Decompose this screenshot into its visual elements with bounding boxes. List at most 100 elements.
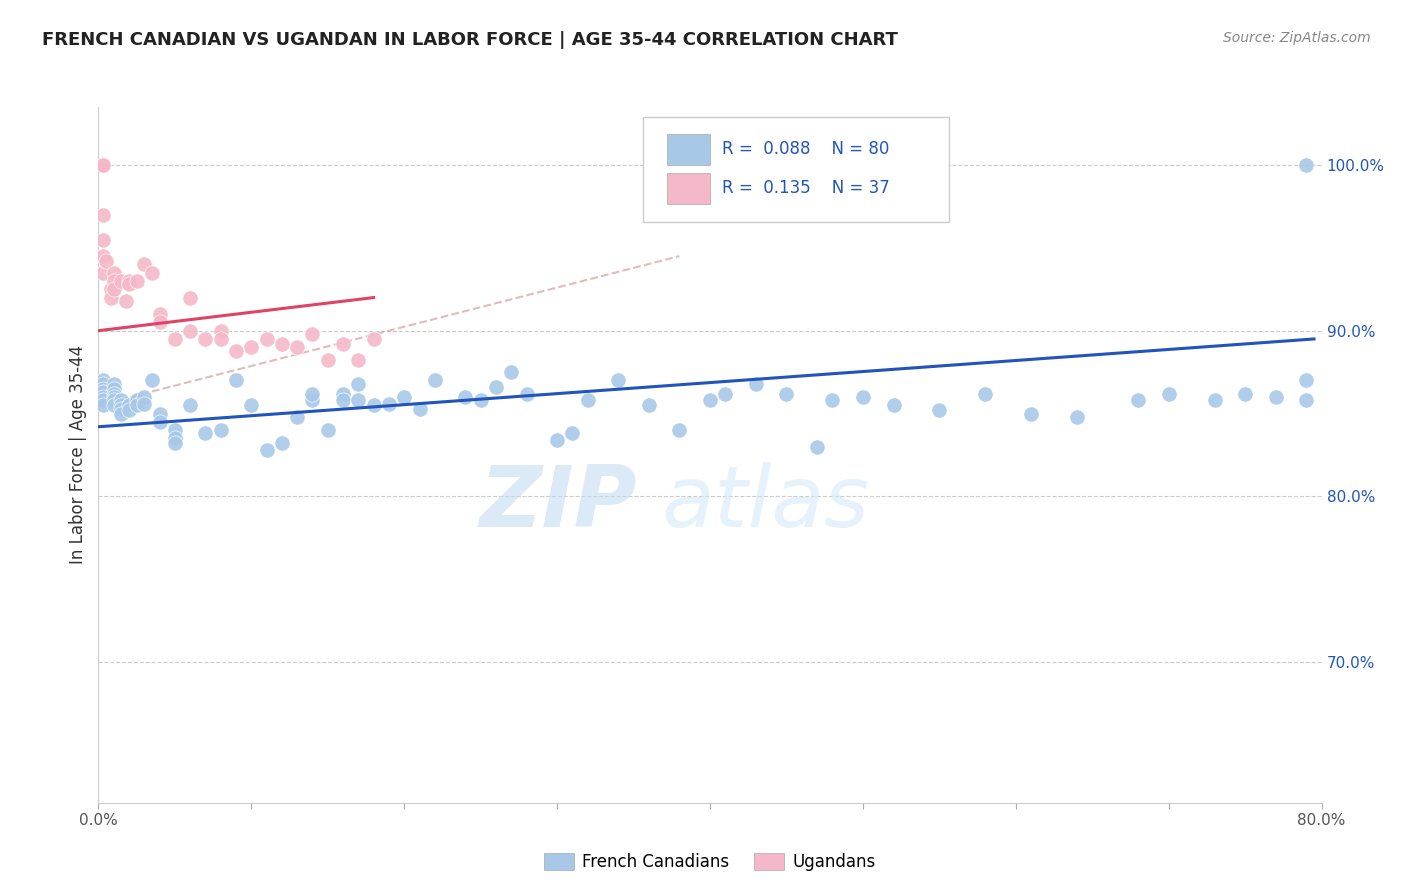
Point <box>1204 393 1226 408</box>
Point <box>714 386 737 401</box>
Point <box>301 386 323 401</box>
Point <box>103 393 125 408</box>
Point <box>1295 373 1317 387</box>
Point <box>1295 393 1317 408</box>
Point <box>91 233 114 247</box>
Point <box>363 332 385 346</box>
Point <box>699 393 721 408</box>
FancyBboxPatch shape <box>643 118 949 222</box>
Point <box>91 158 114 172</box>
Text: FRENCH CANADIAN VS UGANDAN IN LABOR FORCE | AGE 35-44 CORRELATION CHART: FRENCH CANADIAN VS UGANDAN IN LABOR FORC… <box>42 31 898 49</box>
Point <box>125 398 148 412</box>
Point <box>285 340 308 354</box>
Point <box>91 384 114 399</box>
Text: atlas: atlas <box>661 462 869 545</box>
Point <box>91 373 114 387</box>
Point <box>118 277 141 292</box>
Point <box>316 353 339 368</box>
Point <box>378 396 401 410</box>
Point <box>149 307 172 321</box>
Point <box>103 386 125 401</box>
Point <box>256 332 278 346</box>
Point <box>347 376 370 391</box>
Point <box>118 398 141 412</box>
Point <box>316 423 339 437</box>
Point <box>91 208 114 222</box>
Point <box>134 257 156 271</box>
FancyBboxPatch shape <box>668 173 710 203</box>
Point <box>134 396 156 410</box>
Point <box>1066 409 1088 424</box>
Point <box>194 332 217 346</box>
Y-axis label: In Labor Force | Age 35-44: In Labor Force | Age 35-44 <box>69 345 87 565</box>
Point <box>179 398 201 412</box>
Point <box>852 390 875 404</box>
Point <box>1157 386 1180 401</box>
Point <box>1264 390 1286 404</box>
Point <box>392 390 416 404</box>
Point <box>103 266 125 280</box>
Point <box>103 282 125 296</box>
Point <box>91 266 114 280</box>
Point <box>118 274 141 288</box>
Point <box>110 401 132 416</box>
Point <box>141 266 163 280</box>
Point <box>103 274 125 288</box>
Point <box>103 376 125 391</box>
Point <box>225 343 247 358</box>
Point <box>209 332 232 346</box>
Point <box>163 431 186 445</box>
Point <box>928 403 950 417</box>
Point <box>94 254 117 268</box>
Point <box>470 393 492 408</box>
Point <box>1019 407 1042 421</box>
Point <box>332 393 354 408</box>
Point <box>423 373 446 387</box>
Point <box>883 398 905 412</box>
Point <box>546 433 568 447</box>
Point <box>209 324 232 338</box>
Point <box>485 380 508 394</box>
Point <box>516 386 538 401</box>
Point <box>125 274 148 288</box>
Point <box>110 274 132 288</box>
Point <box>103 390 125 404</box>
Point <box>91 376 114 391</box>
Point <box>301 393 323 408</box>
Point <box>285 409 308 424</box>
Point <box>974 386 997 401</box>
Point <box>240 398 263 412</box>
Point <box>1128 393 1150 408</box>
Point <box>149 315 172 329</box>
Point <box>347 353 370 368</box>
Point <box>149 415 172 429</box>
Point <box>100 282 122 296</box>
Point <box>179 324 201 338</box>
Point <box>668 423 690 437</box>
Point <box>501 365 523 379</box>
Point <box>408 401 430 416</box>
Point <box>115 293 138 308</box>
Point <box>103 398 125 412</box>
Point <box>607 373 630 387</box>
Point <box>91 393 114 408</box>
Point <box>363 398 385 412</box>
Point <box>1295 158 1317 172</box>
Point <box>100 291 122 305</box>
Point <box>91 158 114 172</box>
Point <box>103 382 125 396</box>
Point <box>637 398 661 412</box>
Point <box>110 393 132 408</box>
Legend: French Canadians, Ugandans: French Canadians, Ugandans <box>537 847 883 878</box>
Point <box>91 390 114 404</box>
Point <box>179 291 201 305</box>
Point <box>194 426 217 441</box>
Point <box>301 326 323 341</box>
Point <box>821 393 844 408</box>
Point <box>125 393 148 408</box>
Point <box>1234 386 1257 401</box>
Point <box>163 436 186 450</box>
Text: R =  0.088    N = 80: R = 0.088 N = 80 <box>723 140 890 159</box>
Text: ZIP: ZIP <box>479 462 637 545</box>
Point <box>775 386 797 401</box>
